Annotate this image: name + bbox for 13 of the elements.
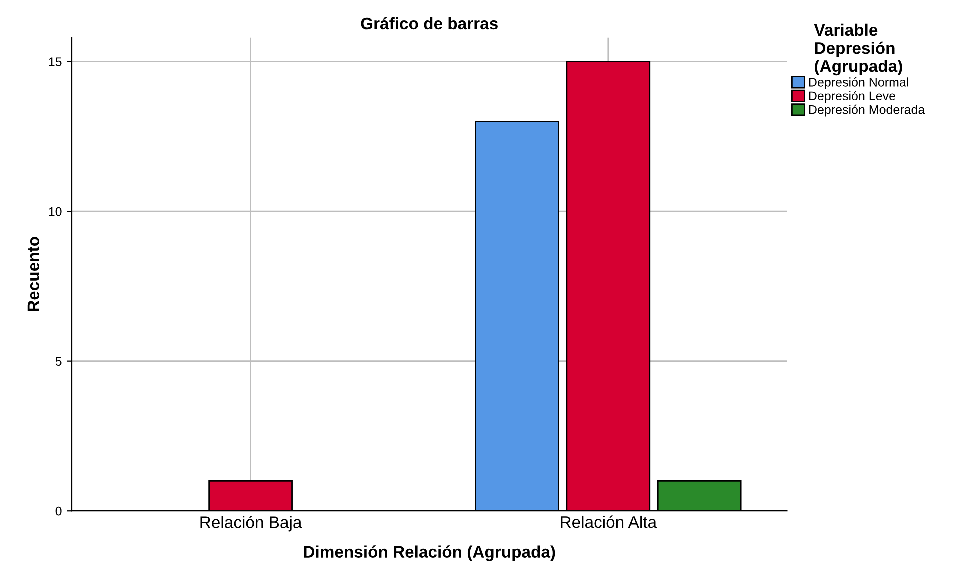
y-tick-label: 5 (56, 357, 62, 366)
y-tick-label: 15 (49, 58, 62, 66)
y-tick-label: 0 (56, 506, 62, 516)
x-axis-title: Dimensión Relación (Agrupada) (304, 546, 556, 562)
legend-label: Depresión Moderada (809, 104, 926, 117)
chart-title: Gráfico de barras (361, 17, 498, 30)
x-tick-label: Relación Alta (561, 516, 658, 528)
y-tick-label: 10 (49, 207, 62, 216)
legend-label: Depresión Normal (809, 77, 908, 90)
legend-label: Depresión Leve (809, 91, 896, 104)
y-axis-title: Recuento (28, 237, 40, 312)
legend-title: Variable Depresión (Agrupada) (814, 24, 902, 76)
x-tick-label: Relación Baja (200, 516, 302, 532)
